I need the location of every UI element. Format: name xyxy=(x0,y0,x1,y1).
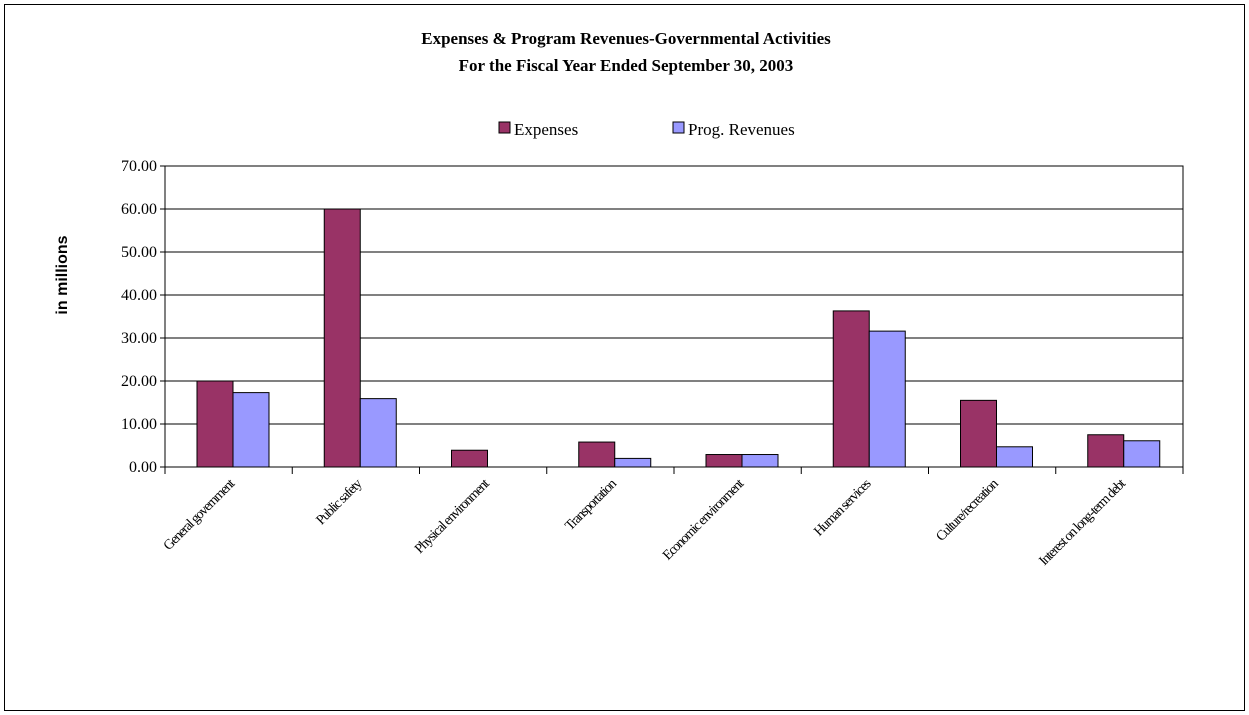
x-tick-labels: General government Public safety Physical … xyxy=(161,476,1129,569)
x-tick-label: Culture/recreation xyxy=(934,476,1002,544)
y-tick-labels: 0.00 10.00 20.00 30.00 40.00 50.00 60.00 70.00 xyxy=(121,158,157,476)
y-tick-label: 60.00 xyxy=(121,201,157,218)
x-tick-label: General government xyxy=(161,476,238,553)
y-tick-label: 50.00 xyxy=(121,244,157,261)
plot-area xyxy=(164,165,1184,468)
bar-expenses xyxy=(451,449,488,468)
bar-expenses xyxy=(705,454,743,468)
bar-prog-revenues xyxy=(1123,440,1161,468)
y-tick-label: 40.00 xyxy=(121,287,157,304)
x-tick-label: Interest on long-term debt xyxy=(1037,476,1130,569)
bar-prog-revenues xyxy=(359,398,397,468)
y-tick-label: 10.00 xyxy=(121,416,157,433)
x-tick-label: Economic environment xyxy=(660,476,747,563)
bar-prog-revenues xyxy=(614,457,652,468)
y-axis-label: in millions xyxy=(54,235,71,314)
chart-svg: Expenses & Program Revenues-Governmental… xyxy=(54,29,1184,569)
legend-swatch xyxy=(672,121,685,134)
bar-prog-revenues xyxy=(868,330,906,468)
y-tick-label: 20.00 xyxy=(121,373,157,390)
bar-prog-revenues xyxy=(996,446,1033,468)
x-tick-label: Public safety xyxy=(314,476,366,528)
bar-expenses xyxy=(196,380,234,468)
bar-prog-revenues xyxy=(741,454,779,468)
bar-prog-revenues xyxy=(232,392,270,468)
chart-frame: Expenses & Program Revenues-Governmental… xyxy=(4,4,1245,711)
chart-subtitle: For the Fiscal Year Ended September 30, … xyxy=(459,56,794,75)
y-tick-label: 30.00 xyxy=(121,330,157,347)
bar-expenses xyxy=(832,310,870,468)
bar-expenses xyxy=(323,208,361,468)
bar-expenses xyxy=(1087,434,1125,468)
y-tick-label: 70.00 xyxy=(121,158,157,175)
x-tick-label: Physical environment xyxy=(412,476,493,557)
legend-label: Expenses xyxy=(514,120,578,139)
bar-expenses xyxy=(578,441,616,468)
x-tick-label: Human services xyxy=(811,477,874,540)
x-tick-label: Transportation xyxy=(563,476,621,534)
bar-expenses xyxy=(960,399,997,468)
legend-label: Prog. Revenues xyxy=(688,120,795,139)
grid-lines xyxy=(165,165,1183,425)
bars xyxy=(196,208,1161,468)
chart-title: Expenses & Program Revenues-Governmental… xyxy=(421,29,831,48)
legend: Expenses Prog. Revenues xyxy=(498,120,795,139)
y-tick-label: 0.00 xyxy=(129,459,157,476)
axes xyxy=(160,165,1184,474)
legend-swatch xyxy=(498,121,511,134)
